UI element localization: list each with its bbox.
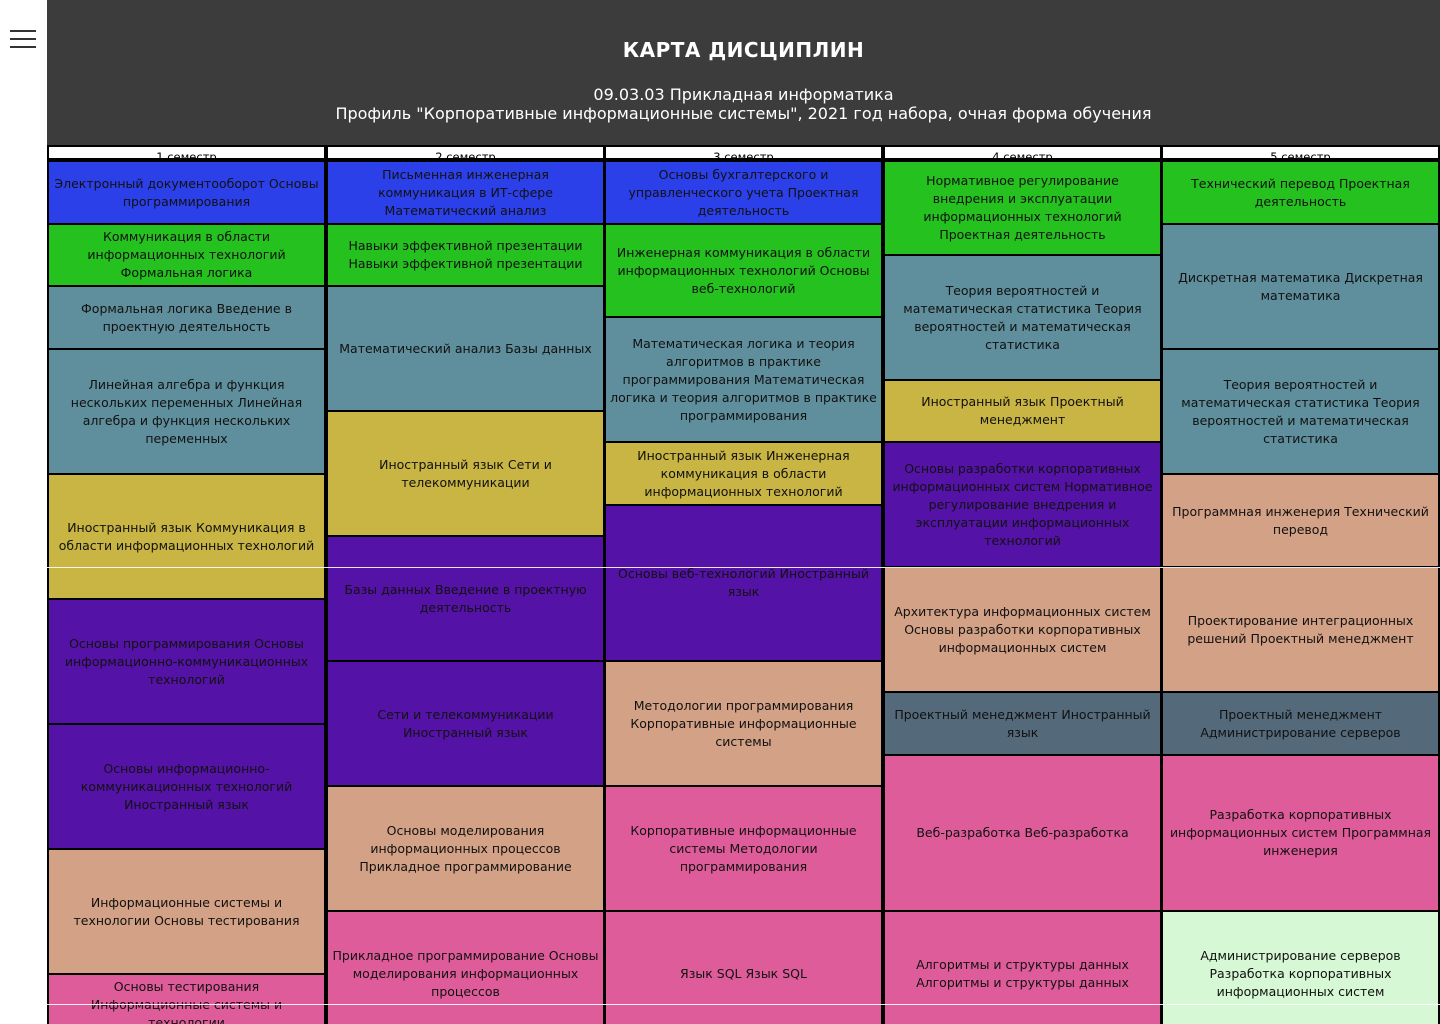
discipline-cell[interactable]: Иностранный язык Коммуникация в области … bbox=[47, 473, 326, 600]
discipline-cell[interactable]: Дискретная математика Дискретная математ… bbox=[1161, 223, 1440, 350]
discipline-cell[interactable]: Основы информационно-коммуникационных те… bbox=[47, 723, 326, 850]
discipline-cell[interactable]: Информационные системы и технологии Осно… bbox=[47, 848, 326, 975]
semester-column: 2 семестр Письменная инженерная коммуника… bbox=[326, 145, 605, 1024]
discipline-cell[interactable]: Основы бухгалтерского и управленческого … bbox=[604, 160, 883, 225]
discipline-cell[interactable]: Инженерная коммуникация в области информ… bbox=[604, 223, 883, 318]
discipline-map: 1 семестр Электронный документооборот Осн… bbox=[47, 145, 1440, 1024]
discipline-cell[interactable]: Язык SQL Язык SQL bbox=[604, 910, 883, 1024]
discipline-cell[interactable]: Электронный документооборот Основы прогр… bbox=[47, 160, 326, 225]
discipline-cell[interactable]: Линейная алгебра и функция нескольких пе… bbox=[47, 348, 326, 475]
discipline-cell[interactable]: Математический анализ Базы данных bbox=[326, 285, 605, 412]
discipline-cell[interactable]: Разработка корпоративных информационных … bbox=[1161, 754, 1440, 912]
hamburger-menu-icon[interactable] bbox=[10, 28, 36, 50]
semester-header[interactable]: 3 семестр bbox=[604, 145, 883, 160]
discipline-cell[interactable]: Базы данных Введение в проектную деятель… bbox=[326, 535, 605, 662]
discipline-cell[interactable]: Администрирование серверов Разработка ко… bbox=[1161, 910, 1440, 1024]
discipline-cell[interactable]: Методологии программирования Корпоративн… bbox=[604, 660, 883, 787]
semester-header[interactable]: 4 семестр bbox=[883, 145, 1162, 160]
semester-column: 3 семестр Основы бухгалтерского и управле… bbox=[604, 145, 883, 1024]
discipline-cell[interactable]: Программная инженерия Технический перево… bbox=[1161, 473, 1440, 568]
discipline-cell[interactable]: Математическая логика и теория алгоритмо… bbox=[604, 316, 883, 443]
discipline-cell[interactable]: Корпоративные информационные системы Мет… bbox=[604, 785, 883, 912]
discipline-cell[interactable]: Архитектура информационных систем Основы… bbox=[883, 566, 1162, 693]
discipline-cell[interactable]: Нормативное регулирование внедрения и эк… bbox=[883, 160, 1162, 256]
program-code: 09.03.03 Прикладная информатика bbox=[593, 85, 894, 104]
discipline-cell[interactable]: Технический перевод Проектная деятельнос… bbox=[1161, 160, 1440, 225]
divider-line bbox=[0, 567, 1440, 568]
discipline-cell[interactable]: Основы веб-технологий Иностранный язык bbox=[604, 504, 883, 662]
discipline-cell[interactable]: Проектирование интеграционных решений Пр… bbox=[1161, 566, 1440, 693]
semester-column: 5 семестр Технический перевод Проектная д… bbox=[1161, 145, 1440, 1024]
discipline-cell[interactable]: Основы моделирования информационных проц… bbox=[326, 785, 605, 912]
discipline-cell[interactable]: Основы программирования Основы информаци… bbox=[47, 598, 326, 725]
semester-header[interactable]: 5 семестр bbox=[1161, 145, 1440, 160]
discipline-cell[interactable]: Веб-разработка Веб-разработка bbox=[883, 754, 1162, 912]
discipline-cell[interactable]: Теория вероятностей и математическая ста… bbox=[883, 254, 1162, 381]
discipline-cell[interactable]: Иностранный язык Инженерная коммуникация… bbox=[604, 441, 883, 506]
discipline-cell[interactable]: Алгоритмы и структуры данных Алгоритмы и… bbox=[883, 910, 1162, 1024]
discipline-cell[interactable]: Иностранный язык Сети и телекоммуникации bbox=[326, 410, 605, 537]
semester-header[interactable]: 1 семестр bbox=[47, 145, 326, 160]
discipline-cell[interactable]: Прикладное программирование Основы модел… bbox=[326, 910, 605, 1024]
discipline-cell[interactable]: Проектный менеджмент Администрирование с… bbox=[1161, 691, 1440, 756]
discipline-cell[interactable]: Коммуникация в области информационных те… bbox=[47, 223, 326, 287]
discipline-cell[interactable]: Теория вероятностей и математическая ста… bbox=[1161, 348, 1440, 475]
program-profile: Профиль "Корпоративные информационные си… bbox=[335, 104, 1152, 123]
semester-header[interactable]: 2 семестр bbox=[326, 145, 605, 160]
page-header: КАРТА ДИСЦИПЛИН 09.03.03 Прикладная инфо… bbox=[47, 0, 1440, 145]
semester-column: 4 семестр Нормативное регулирование внедр… bbox=[883, 145, 1162, 1024]
discipline-cell[interactable]: Основы тестирования Информационные систе… bbox=[47, 973, 326, 1024]
discipline-cell[interactable]: Письменная инженерная коммуникация в ИТ-… bbox=[326, 160, 605, 225]
discipline-cell[interactable]: Основы разработки корпоративных информац… bbox=[883, 441, 1162, 568]
semester-column: 1 семестр Электронный документооборот Осн… bbox=[47, 145, 326, 1024]
discipline-cell[interactable]: Навыки эффективной презентации Навыки эф… bbox=[326, 223, 605, 287]
discipline-cell[interactable]: Формальная логика Введение в проектную д… bbox=[47, 285, 326, 350]
divider-line bbox=[0, 1004, 1440, 1005]
discipline-cell[interactable]: Сети и телекоммуникации Иностранный язык bbox=[326, 660, 605, 787]
page-title: КАРТА ДИСЦИПЛИН bbox=[622, 38, 865, 62]
discipline-cell[interactable]: Проектный менеджмент Иностранный язык bbox=[883, 691, 1162, 756]
discipline-cell[interactable]: Иностранный язык Проектный менеджмент bbox=[883, 379, 1162, 443]
